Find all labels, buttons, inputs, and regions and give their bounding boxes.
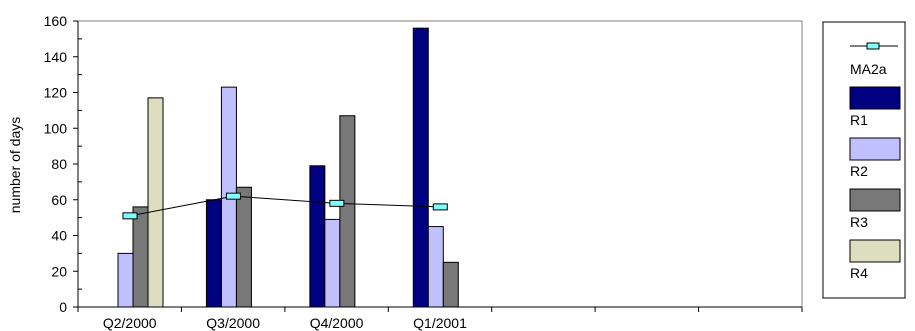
legend-swatch-r1: [849, 86, 901, 110]
legend-label: R3: [850, 214, 868, 230]
y-tick-label: 40: [51, 228, 67, 244]
legend-label: MA2a: [850, 61, 887, 77]
bar-r4: [147, 97, 164, 308]
y-tick-label: 140: [44, 49, 68, 65]
bar-r2: [117, 252, 134, 308]
bar-r1: [309, 165, 326, 308]
y-tick-label: 100: [44, 120, 68, 136]
bar-r2: [324, 218, 341, 308]
y-tick-label: 120: [44, 85, 68, 101]
y-axis: 0 20 40 60 80 100 120 140 160: [44, 13, 82, 315]
y-tick-label: 0: [59, 299, 67, 315]
bar-r1: [412, 27, 429, 308]
x-tick-label: Q3/2000: [206, 315, 260, 331]
marker-ma2a: [432, 203, 448, 211]
y-tick-label: 80: [51, 156, 67, 172]
bar-r1: [205, 199, 222, 308]
bar-r3: [442, 261, 459, 308]
bar-r2: [427, 226, 444, 308]
x-tick-label: Q1/2001: [413, 315, 467, 331]
legend-label: R2: [850, 163, 868, 179]
y-tick-label: 160: [44, 13, 68, 29]
marker-ma2a: [225, 192, 241, 200]
bar-r3: [235, 186, 252, 308]
y-tick-label: 20: [51, 263, 67, 279]
bar-r3: [132, 206, 149, 308]
legend: MA2a R1 R2 R3 R4: [822, 21, 906, 299]
legend-swatch-r4: [849, 239, 901, 263]
legend-swatch-r2: [849, 137, 901, 161]
legend-label: R4: [850, 265, 868, 281]
marker-ma2a: [329, 199, 345, 207]
x-axis: Q2/2000 Q3/2000 Q4/2000 Q1/2001: [77, 306, 803, 331]
x-tick-label: Q2/2000: [103, 315, 157, 331]
legend-label: R1: [850, 112, 868, 128]
bar-r3: [339, 115, 356, 308]
y-axis-label: number of days: [7, 117, 23, 214]
y-tick-label: 60: [51, 192, 67, 208]
legend-swatch-marker: [866, 42, 880, 50]
legend-swatch-r3: [849, 188, 901, 212]
plot-area: [77, 20, 803, 308]
line-ma2a: [129, 195, 441, 217]
x-tick-label: Q4/2000: [310, 315, 364, 331]
marker-ma2a: [122, 212, 138, 220]
